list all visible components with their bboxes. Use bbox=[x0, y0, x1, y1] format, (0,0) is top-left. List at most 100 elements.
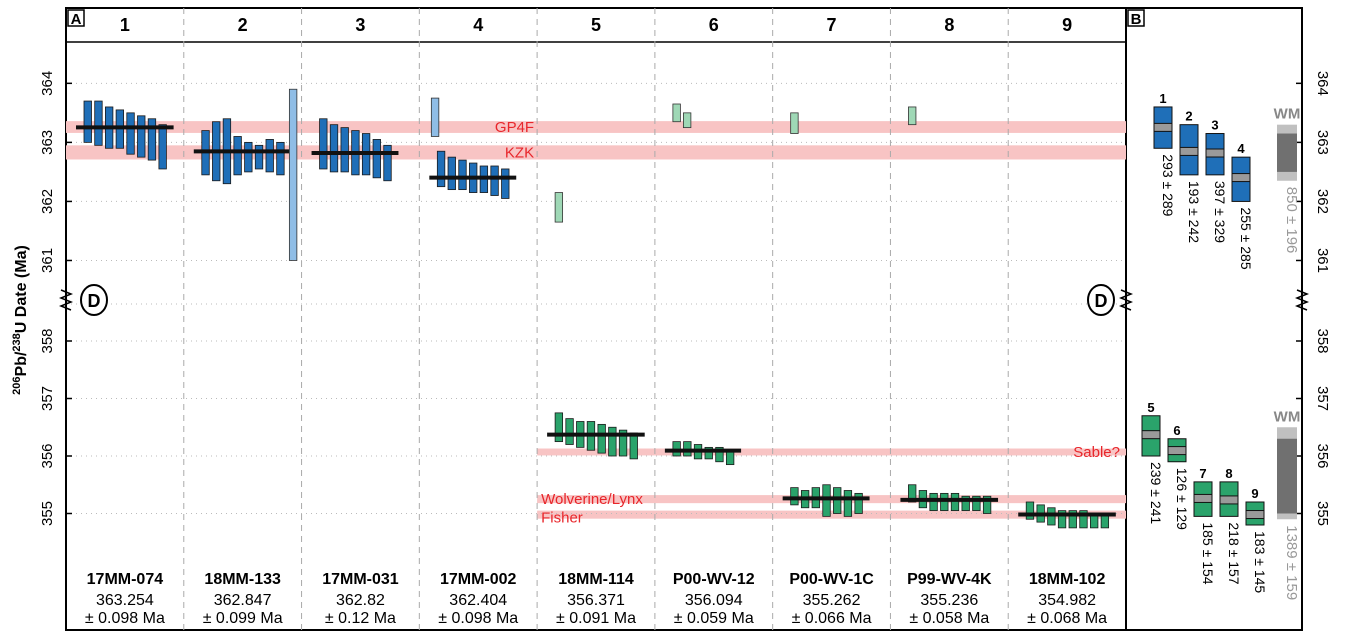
sample-error: ± 0.12 Ma bbox=[325, 610, 396, 627]
panel-b-lower-bar-label: 185 ± 154 bbox=[1200, 522, 1216, 584]
panel-b-upper-wm-label: 850 ± 196 bbox=[1283, 187, 1300, 254]
panel-b-upper-bar-label: 397 ± 329 bbox=[1212, 181, 1228, 243]
sample-name: 17MM-074 bbox=[87, 571, 164, 588]
band-label: Wolverine/Lynx bbox=[541, 491, 643, 508]
analysis-bar bbox=[138, 116, 146, 157]
excluded-analysis-bar bbox=[431, 98, 439, 136]
y-tick-label: 362 bbox=[39, 189, 56, 214]
sample-age: 354.982 bbox=[1038, 592, 1096, 609]
sample-age: 362.404 bbox=[449, 592, 507, 609]
analysis-bar bbox=[255, 145, 263, 169]
panel-b-upper-bar-number: 3 bbox=[1211, 118, 1218, 133]
column-number: 8 bbox=[944, 15, 954, 35]
analysis-bar bbox=[491, 166, 499, 196]
band-label: Sable? bbox=[1073, 444, 1120, 461]
sample-age: 363.254 bbox=[96, 592, 154, 609]
sample-error: ± 0.068 Ma bbox=[1027, 610, 1107, 627]
excluded-analysis-bar bbox=[289, 89, 297, 260]
panel-a-frame bbox=[66, 8, 1126, 630]
sample-error: ± 0.059 Ma bbox=[674, 610, 754, 627]
analysis-bar bbox=[341, 128, 349, 172]
y-title-tail: U Date (Ma) bbox=[13, 245, 30, 333]
analysis-bar bbox=[159, 125, 167, 169]
panel-b-upper-wm-inner bbox=[1277, 134, 1297, 172]
panel-b-lower-bar-mean bbox=[1246, 511, 1264, 519]
panel-b-upper-bar-number: 1 bbox=[1159, 91, 1166, 106]
break-label-left: D bbox=[88, 291, 101, 311]
panel-b-lower-bar-number: 7 bbox=[1199, 466, 1206, 481]
analysis-bar bbox=[566, 419, 574, 445]
y-tick-label: 356 bbox=[39, 443, 56, 468]
analysis-bar bbox=[384, 145, 392, 180]
analysis-bar bbox=[84, 101, 92, 142]
panel-a-label: A bbox=[71, 11, 82, 28]
sample-error: ± 0.091 Ma bbox=[556, 610, 636, 627]
panel-b-upper-bar-mean bbox=[1232, 174, 1250, 182]
sample-name: P99-WV-4K bbox=[907, 571, 992, 588]
outlier-analysis-bar bbox=[791, 113, 799, 134]
column-number: 3 bbox=[355, 15, 365, 35]
sample-name: 18MM-114 bbox=[558, 571, 634, 588]
analysis-bar bbox=[148, 119, 156, 160]
analysis-bar bbox=[855, 493, 863, 513]
analysis-bar bbox=[127, 113, 135, 154]
sample-age: 355.236 bbox=[920, 592, 978, 609]
y-title-sup2: 238 bbox=[11, 333, 23, 351]
y-tick-label-right: 361 bbox=[1314, 248, 1331, 273]
analysis-bar bbox=[951, 493, 959, 510]
y-tick-label-right: 358 bbox=[1314, 328, 1331, 353]
y-tick-label-right: 356 bbox=[1314, 443, 1331, 468]
y-tick-label-right: 364 bbox=[1314, 71, 1331, 96]
sample-age: 356.094 bbox=[685, 592, 743, 609]
band-label: Fisher bbox=[541, 510, 583, 527]
sample-error: ± 0.098 Ma bbox=[438, 610, 518, 627]
analysis-bar bbox=[823, 485, 831, 517]
analysis-bar bbox=[373, 139, 381, 177]
analysis-bar bbox=[941, 493, 949, 510]
sample-name: P00-WV-1C bbox=[789, 571, 874, 588]
y-tick-label-right: 357 bbox=[1314, 386, 1331, 411]
y-tick-label: 363 bbox=[39, 130, 56, 155]
panel-b: 1293 ± 2892193 ± 2423397 ± 3294255 ± 285… bbox=[1142, 91, 1300, 600]
outlier-analysis-bar bbox=[555, 193, 563, 223]
analysis-bar bbox=[555, 413, 563, 442]
panel-b-lower-bar-mean bbox=[1194, 494, 1212, 502]
panel-b-upper-bar-label: 293 ± 289 bbox=[1160, 154, 1176, 216]
band-label: GP4F bbox=[495, 119, 534, 136]
column-number: 1 bbox=[120, 15, 130, 35]
panel-b-lower-bar-label: 126 ± 129 bbox=[1174, 468, 1190, 530]
column-number: 7 bbox=[827, 15, 837, 35]
sample-name: 18MM-133 bbox=[204, 571, 281, 588]
panel-b-lower-wm-label: 1389 ± 159 bbox=[1283, 525, 1300, 600]
analysis-bar bbox=[1026, 502, 1034, 519]
sample-error: ± 0.098 Ma bbox=[85, 610, 165, 627]
y-title-sup1: 206 bbox=[11, 376, 23, 394]
panel-b-upper-bar-label: 193 ± 242 bbox=[1186, 181, 1202, 243]
chart-frames bbox=[66, 8, 1302, 630]
analysis-bar bbox=[234, 136, 242, 174]
column-number: 2 bbox=[238, 15, 248, 35]
panel-b-lower-bar-number: 8 bbox=[1225, 466, 1232, 481]
sample-name: 18MM-102 bbox=[1029, 571, 1106, 588]
panel-b-lower-bar-mean bbox=[1168, 447, 1186, 455]
analysis-bar bbox=[95, 101, 103, 145]
panel-b-lower-bar-label: 183 ± 145 bbox=[1252, 531, 1268, 593]
panel-b-lower-bar-label: 239 ± 241 bbox=[1148, 462, 1164, 524]
panel-b-label: B bbox=[1131, 11, 1142, 28]
analysis-bar bbox=[844, 491, 852, 517]
analysis-bar bbox=[791, 488, 799, 505]
analysis-bar bbox=[630, 433, 638, 459]
analysis-bar bbox=[502, 169, 510, 199]
chart-labels: A B GP4F KZK Sable? Wolverine/Lynx Fisher 1 17MM… bbox=[11, 10, 1331, 627]
column-number: 5 bbox=[591, 15, 601, 35]
y-tick-label: 358 bbox=[39, 328, 56, 353]
analysis-bar bbox=[930, 493, 938, 510]
panel-b-upper-bar-mean bbox=[1154, 123, 1172, 131]
analysis-bar bbox=[833, 488, 841, 514]
y-tick-label: 357 bbox=[39, 386, 56, 411]
sample-age: 355.262 bbox=[803, 592, 861, 609]
analysis-bar bbox=[330, 125, 338, 172]
sample-error: ± 0.058 Ma bbox=[909, 610, 989, 627]
panel-b-upper-bar-number: 2 bbox=[1185, 109, 1192, 124]
